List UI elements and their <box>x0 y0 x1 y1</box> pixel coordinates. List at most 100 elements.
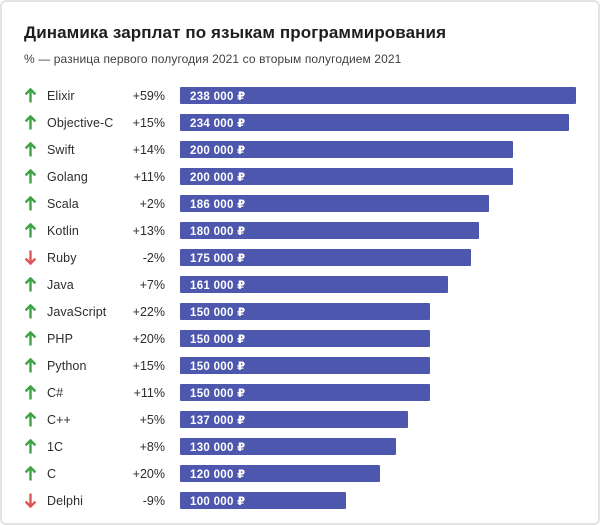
trend-up-icon <box>24 142 37 157</box>
bar-track: 161 000 ₽ <box>180 276 576 294</box>
language-label: Delphi <box>47 493 84 508</box>
bar-track: 150 000 ₽ <box>180 357 576 375</box>
salary-value: 175 000 ₽ <box>190 252 246 265</box>
salary-bar: 100 000 ₽ <box>180 492 347 510</box>
trend-icon-cell <box>24 115 47 130</box>
salary-value: 137 000 ₽ <box>190 414 246 427</box>
language-label: Objective-C <box>47 115 114 130</box>
salary-bar: 238 000 ₽ <box>180 87 576 105</box>
trend-up-icon <box>24 331 37 346</box>
salary-bar: 137 000 ₽ <box>180 411 408 429</box>
bar-track: 137 000 ₽ <box>180 411 576 429</box>
change-percent: +22% <box>132 304 165 319</box>
change-percent: +59% <box>132 88 165 103</box>
table-row: Swift +14% 200 000 ₽ <box>24 136 576 163</box>
trend-icon-cell <box>24 331 47 346</box>
salary-value: 150 000 ₽ <box>190 387 246 400</box>
trend-icon-cell <box>24 169 47 184</box>
language-label: Kotlin <box>47 223 79 238</box>
salary-bar: 150 000 ₽ <box>180 357 430 375</box>
change-percent: +15% <box>132 115 165 130</box>
page-title: Динамика зарплат по языкам программирова… <box>24 23 447 42</box>
change-percent: +15% <box>132 358 165 373</box>
trend-up-icon <box>24 196 37 211</box>
bar-track: 200 000 ₽ <box>180 168 576 186</box>
language-label: Scala <box>47 196 79 211</box>
language-label: JavaScript <box>47 304 107 319</box>
table-row: C++ +5% 137 000 ₽ <box>24 406 576 433</box>
table-row: Java +7% 161 000 ₽ <box>24 271 576 298</box>
salary-value: 150 000 ₽ <box>190 333 246 346</box>
language-label: 1C <box>47 439 64 454</box>
trend-icon-cell <box>24 277 47 292</box>
salary-value: 150 000 ₽ <box>190 360 246 373</box>
salary-bar: 180 000 ₽ <box>180 222 480 240</box>
language-label: Elixir <box>47 88 75 103</box>
language-label: Ruby <box>47 250 77 265</box>
trend-icon-cell <box>24 250 47 266</box>
table-row: C# +11% 150 000 ₽ <box>24 379 576 406</box>
salary-bar: 120 000 ₽ <box>180 465 380 483</box>
salary-value: 130 000 ₽ <box>190 441 246 454</box>
table-row: Kotlin +13% 180 000 ₽ <box>24 217 576 244</box>
salary-bar: 150 000 ₽ <box>180 330 430 348</box>
change-percent: +20% <box>132 331 165 346</box>
trend-icon-cell <box>24 385 47 400</box>
language-label: Python <box>47 358 87 373</box>
trend-icon-cell <box>24 196 47 211</box>
table-row: PHP +20% 150 000 ₽ <box>24 325 576 352</box>
trend-icon-cell <box>24 412 47 427</box>
bar-track: 186 000 ₽ <box>180 195 576 213</box>
trend-up-icon <box>24 304 37 319</box>
trend-up-icon <box>24 358 37 373</box>
trend-up-icon <box>24 88 37 103</box>
language-label: Java <box>47 277 74 292</box>
bar-track: 234 000 ₽ <box>180 114 576 132</box>
salary-bar: 130 000 ₽ <box>180 438 397 456</box>
trend-up-icon <box>24 169 37 184</box>
table-row: JavaScript +22% 150 000 ₽ <box>24 298 576 325</box>
trend-icon-cell <box>24 466 47 481</box>
trend-down-icon <box>24 493 37 509</box>
bar-track: 100 000 ₽ <box>180 492 576 510</box>
change-percent: +2% <box>139 196 165 211</box>
salary-bar: 150 000 ₽ <box>180 384 430 402</box>
table-row: C +20% 120 000 ₽ <box>24 460 576 487</box>
change-percent: +11% <box>133 385 165 400</box>
table-row: Objective-C +15% 234 000 ₽ <box>24 109 576 136</box>
language-label: Swift <box>47 142 75 157</box>
salary-bar: 200 000 ₽ <box>180 141 513 159</box>
trend-icon-cell <box>24 358 47 373</box>
salary-value: 234 000 ₽ <box>190 117 246 130</box>
change-percent: -9% <box>142 493 165 508</box>
bar-track: 150 000 ₽ <box>180 330 576 348</box>
trend-down-icon <box>24 250 37 266</box>
bar-track: 130 000 ₽ <box>180 438 576 456</box>
salary-bar: 150 000 ₽ <box>180 303 430 321</box>
bar-track: 238 000 ₽ <box>180 87 576 105</box>
trend-up-icon <box>24 277 37 292</box>
language-label: Golang <box>47 169 88 184</box>
table-row: 1C +8% 130 000 ₽ <box>24 433 576 460</box>
salary-bar: 161 000 ₽ <box>180 276 448 294</box>
salary-value: 150 000 ₽ <box>190 306 246 319</box>
trend-icon-cell <box>24 304 47 319</box>
trend-icon-cell <box>24 223 47 238</box>
salary-bar: 200 000 ₽ <box>180 168 513 186</box>
change-percent: +13% <box>132 223 165 238</box>
salary-value: 120 000 ₽ <box>190 468 246 481</box>
chart-subtitle: % — разница первого полугодия 2021 со вт… <box>24 52 402 67</box>
change-percent: +5% <box>139 412 165 427</box>
table-row: Ruby -2% 175 000 ₽ <box>24 244 576 271</box>
trend-up-icon <box>24 385 37 400</box>
language-label: C# <box>47 385 64 400</box>
bar-track: 120 000 ₽ <box>180 465 576 483</box>
trend-up-icon <box>24 466 37 481</box>
trend-icon-cell <box>24 439 47 454</box>
bar-track: 180 000 ₽ <box>180 222 576 240</box>
trend-up-icon <box>24 115 37 130</box>
bar-track: 150 000 ₽ <box>180 384 576 402</box>
salary-bar: 175 000 ₽ <box>180 249 472 267</box>
table-row: Golang +11% 200 000 ₽ <box>24 163 576 190</box>
